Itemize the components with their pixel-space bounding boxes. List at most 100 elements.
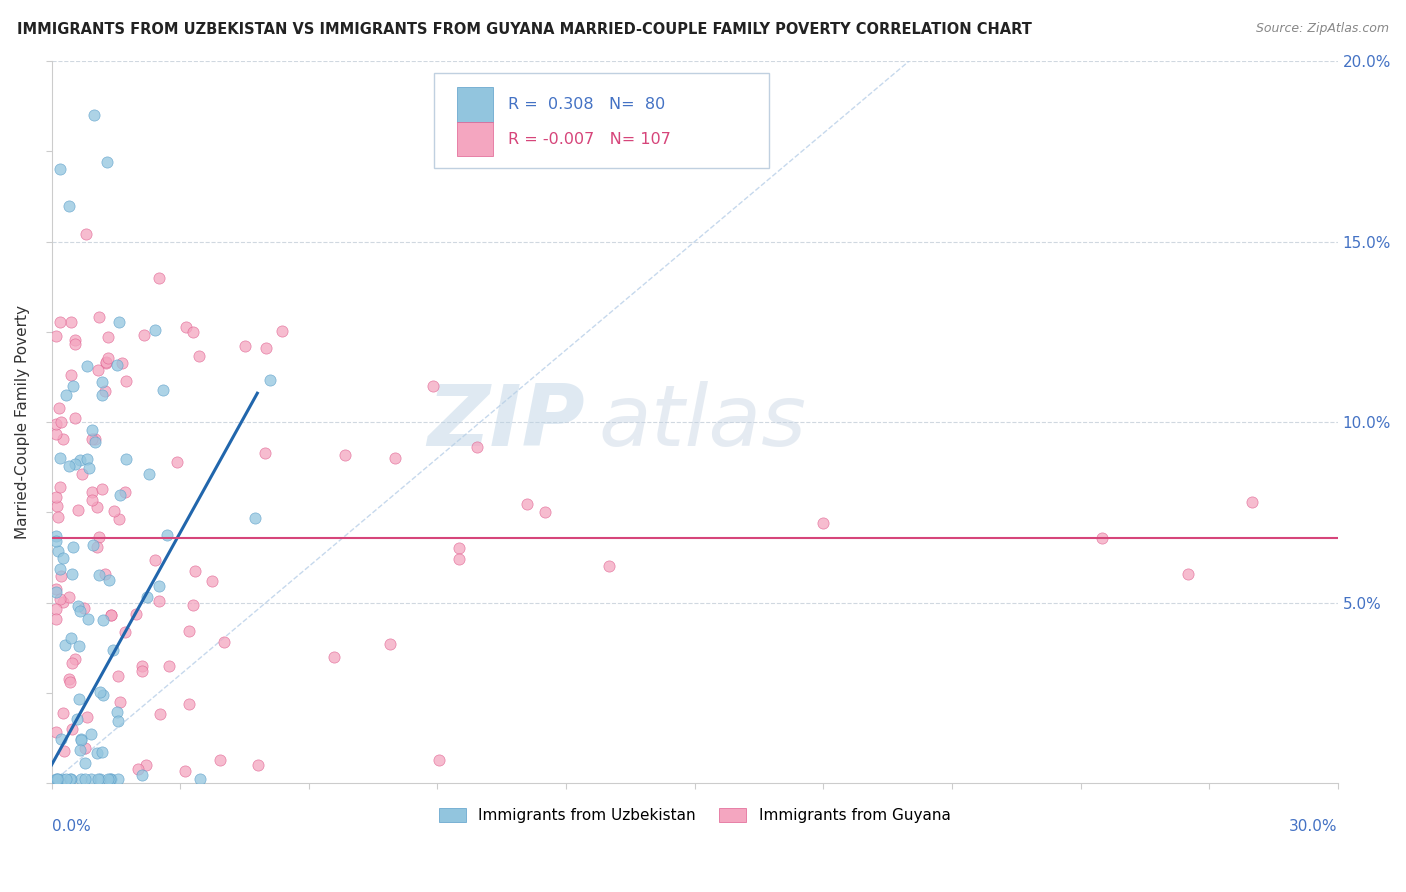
Point xyxy=(107,512,129,526)
Point xyxy=(62,540,84,554)
Text: 0.0%: 0.0% xyxy=(52,819,90,834)
Point xyxy=(45,529,67,543)
Point xyxy=(125,607,148,622)
Point xyxy=(45,490,67,504)
Point xyxy=(110,695,132,709)
Point xyxy=(75,227,97,242)
Point xyxy=(45,426,67,441)
Point xyxy=(107,706,129,720)
Point xyxy=(103,504,125,518)
Point xyxy=(82,538,104,552)
Point xyxy=(1177,566,1199,581)
Point xyxy=(1091,531,1114,545)
Point xyxy=(46,510,69,524)
Point xyxy=(94,384,117,399)
Point xyxy=(148,270,170,285)
Point xyxy=(86,746,108,760)
Point xyxy=(82,485,104,500)
Point xyxy=(48,401,70,415)
Point xyxy=(67,692,90,706)
Point xyxy=(181,325,204,339)
Point xyxy=(107,772,129,787)
Point xyxy=(67,640,90,654)
Point xyxy=(59,315,82,329)
Point xyxy=(84,434,107,449)
Point xyxy=(259,373,281,387)
Point xyxy=(156,528,179,542)
Point xyxy=(62,379,84,393)
Text: R =  0.308   N=  80: R = 0.308 N= 80 xyxy=(508,97,665,112)
Point xyxy=(114,625,136,640)
Point xyxy=(93,566,115,581)
Point xyxy=(100,772,122,787)
Point xyxy=(59,632,82,646)
Point xyxy=(107,714,129,728)
Point xyxy=(45,772,67,787)
Point xyxy=(86,540,108,554)
Point xyxy=(97,772,120,787)
Point xyxy=(70,731,93,746)
Point xyxy=(107,668,129,682)
Text: R = -0.007   N= 107: R = -0.007 N= 107 xyxy=(508,132,671,146)
Point xyxy=(96,155,118,169)
Y-axis label: Married-Couple Family Poverty: Married-Couple Family Poverty xyxy=(15,305,30,539)
Point xyxy=(138,467,160,481)
Point xyxy=(60,567,83,582)
Point xyxy=(173,764,195,778)
Point xyxy=(63,334,86,348)
Point xyxy=(447,552,470,566)
Point xyxy=(166,455,188,469)
Point xyxy=(131,664,153,678)
Point xyxy=(52,432,75,446)
Point xyxy=(69,733,91,747)
Point xyxy=(97,330,120,344)
Point xyxy=(51,772,73,787)
Point xyxy=(87,363,110,377)
Point xyxy=(49,591,72,606)
Point xyxy=(46,772,69,787)
Point xyxy=(271,324,294,338)
Point xyxy=(98,573,121,587)
Point xyxy=(79,772,101,787)
Point xyxy=(447,541,470,556)
Point xyxy=(131,659,153,673)
Point xyxy=(127,762,149,776)
Point xyxy=(201,574,224,589)
Point xyxy=(45,417,67,432)
Point xyxy=(73,601,96,615)
Point xyxy=(59,772,82,787)
Point xyxy=(100,607,122,622)
Point xyxy=(45,582,67,597)
Point xyxy=(254,341,277,355)
Point xyxy=(94,356,117,370)
Point xyxy=(76,451,98,466)
Point xyxy=(134,327,156,342)
Point xyxy=(58,458,80,473)
Point xyxy=(467,440,489,454)
FancyBboxPatch shape xyxy=(457,122,492,156)
Point xyxy=(73,740,96,755)
Point xyxy=(60,772,83,787)
Point xyxy=(813,516,835,531)
Point xyxy=(45,772,67,787)
Point xyxy=(52,594,75,608)
Point xyxy=(135,591,157,605)
Point xyxy=(233,339,256,353)
Point xyxy=(533,505,555,519)
Point xyxy=(45,533,67,548)
Text: ZIP: ZIP xyxy=(427,381,585,464)
Point xyxy=(152,383,174,397)
Point xyxy=(86,500,108,515)
Point xyxy=(60,722,83,736)
Point xyxy=(52,706,75,720)
Point xyxy=(378,637,401,651)
Point xyxy=(59,675,82,690)
Text: 30.0%: 30.0% xyxy=(1289,819,1337,834)
Point xyxy=(135,757,157,772)
Point xyxy=(114,452,136,467)
Point xyxy=(55,772,77,787)
Point xyxy=(427,753,450,767)
Point xyxy=(89,772,111,787)
Point xyxy=(148,594,170,608)
Point xyxy=(75,756,97,770)
